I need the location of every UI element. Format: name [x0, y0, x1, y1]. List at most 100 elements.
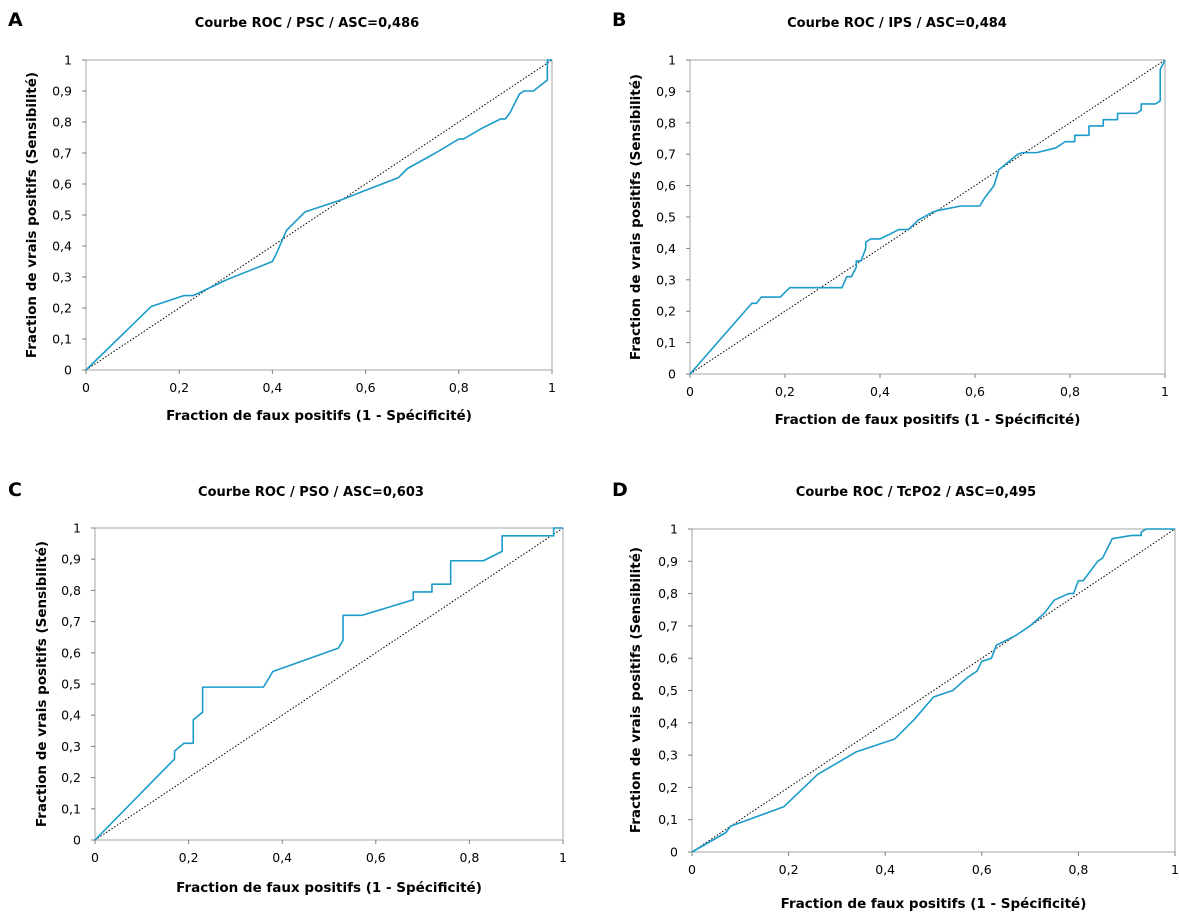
- y-tick-label: 0,1: [52, 332, 72, 347]
- chart-panel-a: A Courbe ROC / PSC / ASC=0,486 0 0,1 0,2 0,…: [0, 0, 590, 456]
- x-tick-label: 1: [548, 380, 556, 395]
- x-tick-label: 0,6: [366, 850, 386, 865]
- chart-svg: C Courbe ROC / PSO / ASC=0,603 0 0,1 0,2 0,…: [8, 479, 567, 896]
- x-tick-label: 0: [688, 862, 696, 877]
- chart-title: Courbe ROC / IPS / ASC=0,484: [787, 16, 1007, 31]
- y-tick-label: 0,8: [52, 115, 72, 130]
- chart-svg: A Courbe ROC / PSC / ASC=0,486 0 0,1 0,2 0,…: [8, 9, 556, 424]
- reference-diagonal: [94, 527, 564, 841]
- chart-svg: B Courbe ROC / IPS / ASC=0,484 0 0,1 0,2 0,…: [612, 9, 1169, 428]
- y-tick-label: 1: [64, 53, 72, 68]
- x-tick-label: 0,8: [1068, 862, 1088, 877]
- y-tick-label: 0,1: [61, 801, 81, 816]
- y-tick-label: 0,7: [656, 147, 676, 162]
- y-tick-label: 0,2: [658, 780, 678, 795]
- chart-title: Courbe ROC / PSC / ASC=0,486: [195, 16, 419, 31]
- y-tick-label: 0,6: [52, 177, 72, 192]
- y-axis-label: Fraction de vrais positifs (Sensibilité): [34, 541, 50, 827]
- x-tick-label: 0,2: [779, 862, 799, 877]
- reference-diagonal: [85, 59, 553, 371]
- y-tick-label: 0,5: [656, 210, 676, 225]
- x-tick-label: 1: [1161, 384, 1169, 399]
- y-tick-label: 0,3: [52, 270, 72, 285]
- y-tick-label: 0,8: [658, 586, 678, 601]
- y-tick-label: 0,9: [52, 84, 72, 99]
- y-tick-label: 0,6: [656, 178, 676, 193]
- chart-panel-c: C Courbe ROC / PSO / ASC=0,603 0 0,1 0,2 0,…: [0, 456, 590, 912]
- y-tick-label: 1: [670, 522, 678, 537]
- y-tick-label: 1: [73, 521, 81, 536]
- reference-diagonal: [689, 59, 1166, 375]
- x-axis-label: Fraction de faux positifs (1 - Spécifici…: [775, 412, 1081, 428]
- y-tick-label: 0,3: [61, 739, 81, 754]
- y-tick-label: 0,9: [656, 84, 676, 99]
- y-tick-label: 1: [668, 53, 676, 68]
- chart-panel-b: B Courbe ROC / IPS / ASC=0,484 0 0,1 0,2 0,…: [590, 0, 1179, 456]
- x-tick-label: 0,8: [449, 380, 469, 395]
- x-axis-label: Fraction de faux positifs (1 - Spécifici…: [176, 880, 482, 896]
- x-tick-label: 0,6: [972, 862, 992, 877]
- y-tick-label: 0,4: [52, 239, 72, 254]
- y-axis-label: Fraction de vrais positifs (Sensibilité): [628, 74, 644, 360]
- chart-svg: D Courbe ROC / TcPO2 / ASC=0,495 0 0,1 0,2…: [612, 479, 1179, 912]
- y-tick-label: 0,7: [52, 146, 72, 161]
- y-tick-label: 0: [73, 833, 81, 848]
- y-tick-label: 0: [670, 845, 678, 860]
- x-tick-label: 1: [559, 850, 567, 865]
- x-tick-label: 0,4: [272, 850, 292, 865]
- x-tick-label: 0,2: [179, 850, 199, 865]
- y-tick-label: 0,5: [658, 683, 678, 698]
- y-tick-label: 0,3: [656, 272, 676, 287]
- roc-curve: [94, 527, 563, 841]
- roc-curve: [691, 528, 1175, 853]
- y-tick-label: 0,8: [61, 583, 81, 598]
- y-tick-label: 0,2: [52, 301, 72, 316]
- y-tick-label: 0,1: [658, 812, 678, 827]
- x-tick-label: 0,2: [775, 384, 795, 399]
- panel-letter: A: [8, 9, 23, 31]
- y-tick-label: 0,4: [61, 708, 81, 723]
- x-tick-label: 1: [1171, 862, 1179, 877]
- reference-diagonal: [691, 528, 1176, 853]
- chart-title: Courbe ROC / TcPO2 / ASC=0,495: [796, 485, 1036, 500]
- y-tick-label: 0,3: [658, 748, 678, 763]
- y-tick-label: 0,1: [656, 335, 676, 350]
- y-axis-label: Fraction de vrais positifs (Sensibilité): [628, 547, 644, 833]
- y-tick-label: 0,5: [52, 208, 72, 223]
- y-tick-label: 0: [64, 363, 72, 378]
- roc-curve: [689, 59, 1166, 375]
- y-tick-label: 0: [668, 367, 676, 382]
- x-tick-label: 0: [91, 850, 99, 865]
- y-axis-label: Fraction de vrais positifs (Sensibilité): [24, 72, 40, 358]
- x-tick-label: 0,6: [965, 384, 985, 399]
- chart-title: Courbe ROC / PSO / ASC=0,603: [198, 485, 424, 500]
- y-tick-label: 0,8: [656, 115, 676, 130]
- x-tick-label: 0,4: [262, 380, 282, 395]
- y-tick-label: 0,4: [658, 715, 678, 730]
- y-tick-label: 0,9: [61, 552, 81, 567]
- y-tick-label: 0,5: [61, 677, 81, 692]
- x-tick-label: 0,4: [875, 862, 895, 877]
- panel-letter: C: [8, 479, 22, 501]
- y-tick-label: 0,6: [658, 651, 678, 666]
- y-tick-label: 0,2: [656, 304, 676, 319]
- y-tick-label: 0,7: [61, 614, 81, 629]
- y-tick-label: 0,7: [658, 618, 678, 633]
- y-tick-label: 0,6: [61, 645, 81, 660]
- chart-panel-d: D Courbe ROC / TcPO2 / ASC=0,495 0 0,1 0,2…: [590, 456, 1179, 912]
- x-tick-label: 0: [686, 384, 694, 399]
- x-tick-label: 0: [82, 380, 90, 395]
- x-axis-label: Fraction de faux positifs (1 - Spécifici…: [166, 408, 472, 424]
- x-tick-label: 0,6: [356, 380, 376, 395]
- roc-curve: [85, 59, 552, 371]
- x-tick-label: 0,2: [169, 380, 189, 395]
- y-tick-label: 0,2: [61, 770, 81, 785]
- y-tick-label: 0,9: [658, 554, 678, 569]
- x-axis-label: Fraction de faux positifs (1 - Spécifici…: [781, 896, 1087, 912]
- panel-letter: D: [612, 479, 628, 501]
- x-tick-label: 0,4: [870, 384, 890, 399]
- x-tick-label: 0,8: [459, 850, 479, 865]
- y-tick-label: 0,4: [656, 241, 676, 256]
- panel-letter: B: [612, 9, 626, 31]
- x-tick-label: 0,8: [1060, 384, 1080, 399]
